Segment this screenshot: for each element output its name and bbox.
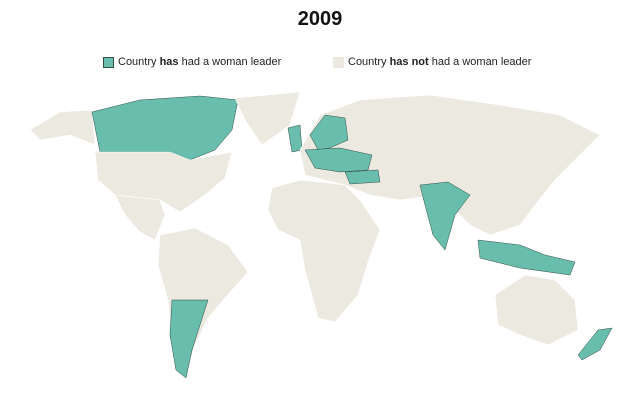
argentina-chile bbox=[169, 299, 209, 379]
legend-text-bold: has not bbox=[389, 56, 429, 68]
turkey bbox=[344, 169, 381, 185]
united-states bbox=[94, 151, 233, 213]
mexico-central-america bbox=[114, 194, 166, 241]
eurasia bbox=[299, 94, 601, 236]
countries bbox=[29, 91, 613, 379]
canada bbox=[91, 95, 239, 161]
africa bbox=[267, 179, 381, 323]
central-europe bbox=[304, 147, 373, 173]
new-zealand bbox=[577, 327, 613, 361]
legend-text: Country bbox=[348, 56, 390, 68]
legend-text: Country bbox=[118, 56, 160, 68]
australia bbox=[494, 274, 579, 346]
india bbox=[419, 181, 471, 251]
legend-text: had a woman leader bbox=[428, 56, 532, 68]
alaska bbox=[29, 109, 96, 146]
iceland-ireland-uk bbox=[287, 124, 303, 153]
legend-text-bold: has bbox=[159, 56, 179, 68]
indonesia-philippines bbox=[477, 239, 576, 276]
greenland bbox=[234, 91, 301, 146]
legend-swatch bbox=[103, 56, 114, 68]
legend-swatch bbox=[333, 56, 344, 68]
legend-item: Country has had a woman leader bbox=[103, 56, 281, 68]
legend-text: had a woman leader bbox=[178, 56, 282, 68]
map-title: 2009 bbox=[297, 8, 343, 30]
legend-item: Country has not had a woman leader bbox=[333, 56, 531, 68]
